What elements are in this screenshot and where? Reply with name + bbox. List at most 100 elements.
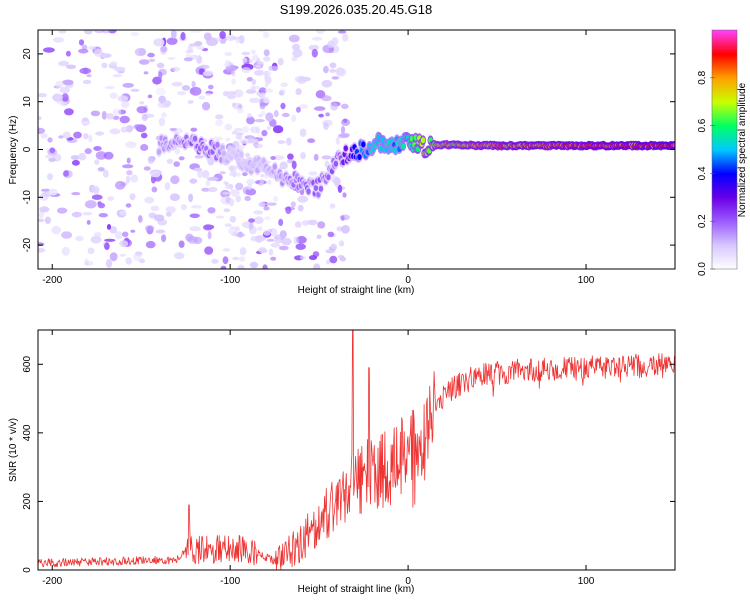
noise-blob [189, 86, 202, 96]
noise-blob [102, 169, 109, 178]
noise-blob [48, 157, 56, 162]
noise-blob [278, 90, 284, 96]
noise-blob [62, 131, 71, 139]
noise-blob [258, 182, 264, 186]
noise-blob [97, 201, 102, 206]
noise-blob [257, 60, 265, 65]
colorbar-strip [712, 100, 737, 102]
noise-blob [225, 137, 231, 142]
x-tick-label: -200 [42, 275, 62, 286]
noise-blob [212, 136, 224, 141]
colorbar-strip [712, 82, 737, 84]
noise-blob [279, 161, 288, 170]
colorbar-strip [712, 123, 737, 125]
colorbar-strip [712, 175, 737, 177]
colorbar-strip [712, 148, 737, 150]
colorbar-strip [712, 194, 737, 196]
noise-blob [235, 232, 246, 238]
colorbar-strip [712, 68, 737, 70]
colorbar-strip [712, 88, 737, 90]
noise-blob [292, 48, 303, 58]
colorbar-strip [712, 243, 737, 245]
noise-blob [114, 180, 126, 190]
noise-blob [147, 94, 153, 99]
noise-blob [158, 117, 166, 127]
snr-series-line [38, 330, 675, 570]
colorbar-strip [712, 95, 737, 97]
colorbar-strip [712, 242, 737, 244]
noise-blob [130, 174, 139, 183]
spectrogram-x-axis: -200 -100 0 100 [42, 30, 595, 286]
noise-blob [292, 43, 300, 51]
colorbar-strip [712, 141, 737, 143]
y-tick-label: 200 [22, 493, 33, 510]
colorbar-tick-label: 0.2 [697, 214, 708, 228]
noise-blob [342, 33, 349, 42]
colorbar-strip [712, 35, 737, 37]
noise-blob [107, 196, 114, 201]
noise-blob [235, 36, 240, 44]
noise-blob [246, 77, 253, 82]
noise-blob [286, 137, 292, 146]
colorbar-strip [712, 238, 737, 240]
noise-blob [241, 57, 248, 63]
noise-blob [155, 229, 166, 234]
noise-blob [291, 160, 297, 170]
noise-blob [71, 192, 81, 196]
noise-blob [38, 93, 47, 98]
noise-blob [197, 170, 204, 178]
noise-blob [70, 155, 80, 160]
colorbar-strip [712, 192, 737, 194]
noise-blob [143, 71, 149, 75]
noise-blob [270, 256, 277, 261]
noise-blob [140, 132, 148, 139]
noise-blob [327, 231, 335, 238]
colorbar-strip [712, 70, 737, 72]
noise-blob [231, 70, 236, 77]
noise-blob [264, 76, 270, 80]
colorbar-strip [712, 75, 737, 77]
noise-blob [133, 124, 141, 130]
noise-blob [266, 238, 275, 242]
x-tick-label: 100 [578, 576, 595, 587]
colorbar: 0.0 0.2 0.4 0.6 0.8 Normalized spectral ampl… [697, 29, 748, 276]
noise-blob [321, 95, 332, 102]
noise-blob [254, 216, 264, 224]
noise-blob [228, 165, 238, 171]
colorbar-strip [712, 126, 737, 128]
noise-blob [38, 116, 42, 120]
ridge-core [156, 148, 162, 155]
colorbar-strip [712, 119, 737, 121]
noise-blob [329, 68, 337, 73]
noise-blob [40, 133, 48, 139]
noise-blob [143, 166, 151, 171]
noise-blob [330, 243, 338, 250]
noise-blob [235, 133, 243, 140]
noise-blob [202, 101, 211, 111]
colorbar-strip [712, 40, 737, 42]
noise-blob [236, 107, 244, 114]
colorbar-strip [712, 147, 737, 149]
noise-blob [293, 236, 300, 245]
colorbar-strip [712, 195, 737, 197]
colorbar-strip [712, 185, 737, 187]
colorbar-strip [712, 207, 737, 209]
noise-blob [238, 35, 245, 44]
noise-blob [173, 161, 180, 167]
colorbar-strip [712, 260, 737, 262]
noise-blob [187, 45, 193, 53]
noise-blob [248, 59, 254, 63]
colorbar-strip [712, 60, 737, 62]
noise-blob [57, 207, 68, 214]
noise-blob [301, 220, 310, 226]
noise-blob [78, 39, 85, 46]
colorbar-strip [712, 160, 737, 162]
noise-blob [215, 119, 224, 127]
noise-blob [167, 56, 176, 61]
noise-blob [222, 91, 230, 97]
noise-blob [307, 219, 318, 226]
noise-blob [84, 260, 94, 266]
colorbar-strip [712, 92, 737, 94]
colorbar-strip [712, 30, 737, 32]
